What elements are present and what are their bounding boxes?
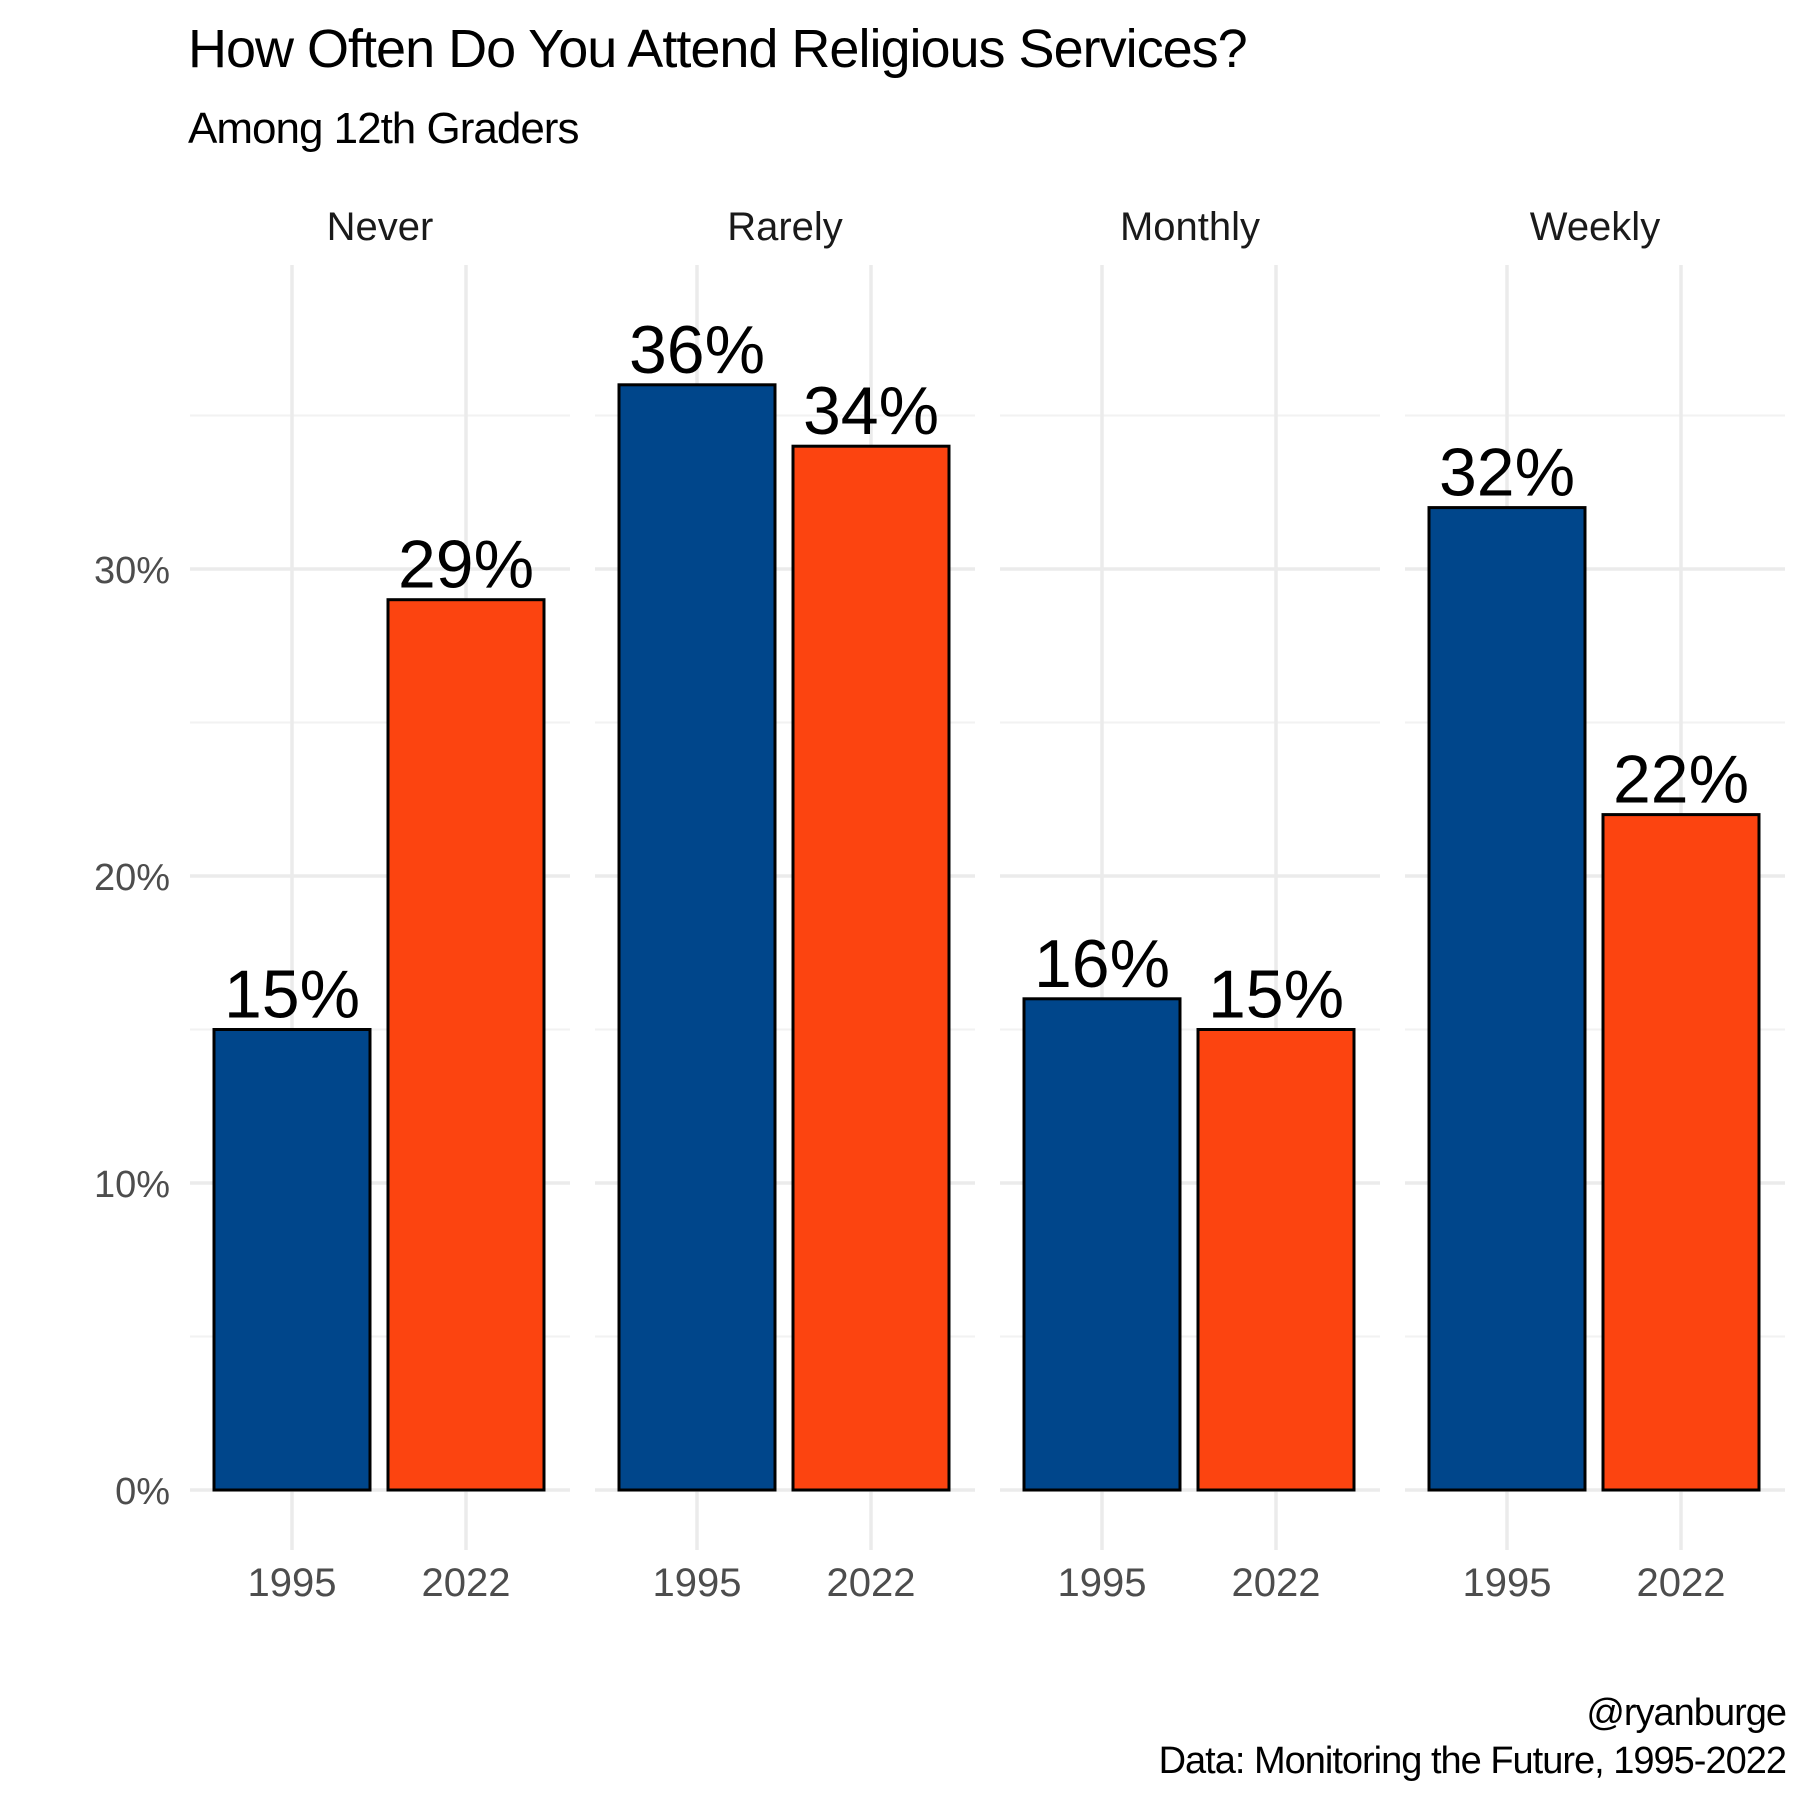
x-tick-label: 1995 — [248, 1561, 337, 1605]
facet-label: Weekly — [1530, 205, 1660, 249]
facet-label: Monthly — [1120, 205, 1260, 249]
y-tick-label: 10% — [94, 1164, 170, 1206]
x-tick-label: 2022 — [422, 1561, 511, 1605]
bar — [212, 1028, 372, 1492]
bar — [1196, 1028, 1356, 1492]
y-tick-label: 20% — [94, 857, 170, 899]
bar-value-label: 36% — [629, 312, 765, 388]
caption-source: Data: Monitoring the Future, 1995-2022 — [1158, 1740, 1787, 1782]
x-tick-label: 1995 — [1463, 1561, 1552, 1605]
bar-value-label: 22% — [1613, 742, 1749, 818]
bar-value-label: 29% — [398, 527, 534, 603]
x-tick-label: 2022 — [1232, 1561, 1321, 1605]
bar — [1427, 506, 1587, 1492]
x-tick-label: 1995 — [1058, 1561, 1147, 1605]
bar — [791, 444, 951, 1492]
y-tick-label: 30% — [94, 550, 170, 592]
facet-label: Never — [327, 205, 434, 249]
bar-value-label: 16% — [1034, 926, 1170, 1002]
x-tick-label: 2022 — [1637, 1561, 1726, 1605]
caption-handle: @ryanburge — [1586, 1692, 1787, 1734]
facet-label: Rarely — [727, 205, 843, 249]
bar-value-label: 32% — [1439, 435, 1575, 511]
bar — [1601, 813, 1761, 1492]
chart-title: How Often Do You Attend Religious Servic… — [188, 19, 1248, 79]
bar — [1022, 997, 1182, 1492]
y-tick-label: 0% — [115, 1471, 170, 1513]
bar-value-label: 15% — [224, 957, 360, 1033]
x-tick-label: 2022 — [827, 1561, 916, 1605]
chart-subtitle: Among 12th Graders — [188, 104, 579, 153]
bar — [617, 383, 777, 1492]
bar — [386, 598, 546, 1492]
bar-value-label: 15% — [1208, 957, 1344, 1033]
x-tick-label: 1995 — [653, 1561, 742, 1605]
bar-value-label: 34% — [803, 373, 939, 449]
